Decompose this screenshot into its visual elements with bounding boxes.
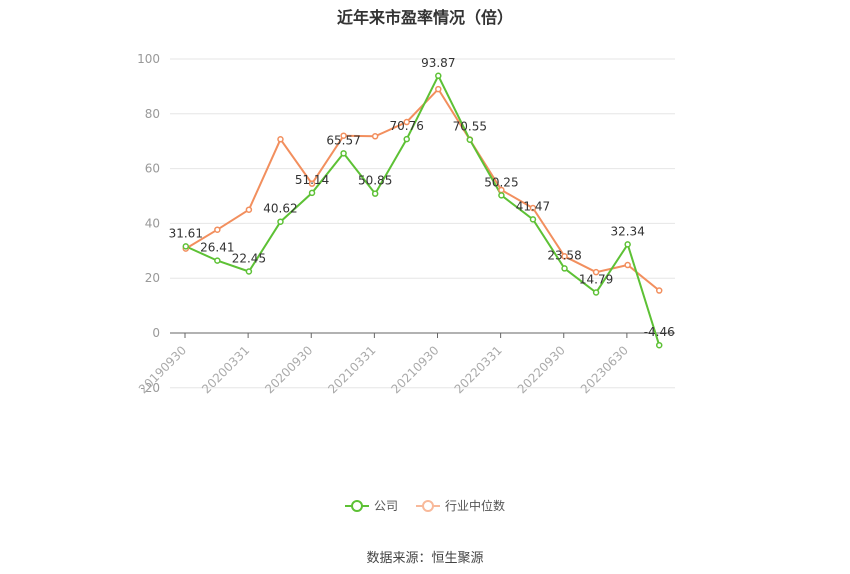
company-data-label: 50.85 xyxy=(358,174,392,188)
industry-median-point xyxy=(435,85,442,93)
y-axis-ticks: -20 0 20 40 60 80 100 xyxy=(137,52,160,395)
industry-median-point xyxy=(624,261,631,269)
x-axis: 20190930 20200331 20200930 20210331 20210930… xyxy=(136,332,675,396)
company-data-label: 14.79 xyxy=(579,272,613,286)
x-tick-label: 20210331 xyxy=(325,343,378,396)
series-points xyxy=(182,72,663,349)
company-data-label: 70.76 xyxy=(390,119,424,133)
x-tick-label: 20190930 xyxy=(136,343,189,396)
y-tick-label: 0 xyxy=(152,326,160,340)
company-data-label: 93.87 xyxy=(421,56,455,70)
legend-label-company: 公司 xyxy=(373,499,398,513)
company-data-label: 31.61 xyxy=(169,226,203,240)
y-tick-label: 20 xyxy=(145,271,160,285)
industry-median-point xyxy=(592,268,600,276)
company-point xyxy=(529,216,537,223)
y-tick-label: 40 xyxy=(145,216,160,230)
company-point xyxy=(561,265,568,272)
x-tick-label: 20200331 xyxy=(199,343,252,396)
company-point xyxy=(655,341,663,349)
series-lines xyxy=(185,73,661,346)
company-point xyxy=(403,135,410,143)
company-data-label: 32.34 xyxy=(610,224,644,238)
chart-title: 近年来市盈率情况（倍） xyxy=(336,8,513,27)
legend-item-industry-median[interactable]: 行业中位数 xyxy=(416,497,505,514)
industry-median-point xyxy=(245,206,253,213)
legend: 公司 行业中位数 xyxy=(0,497,850,514)
legend-item-company[interactable]: 公司 xyxy=(344,497,398,514)
x-tick-label: 20210930 xyxy=(389,343,442,396)
y-tick-label: 100 xyxy=(137,52,160,66)
company-data-label: 50.25 xyxy=(484,175,518,189)
x-tick-label: 20220930 xyxy=(515,343,568,396)
company-point xyxy=(340,150,347,157)
company-data-label: 26.41 xyxy=(200,241,234,255)
legend-swatch-company xyxy=(344,499,369,513)
legend-swatch-industry-median xyxy=(416,499,440,513)
industry-median-point xyxy=(371,133,379,140)
company-data-label: -4.46 xyxy=(644,325,675,339)
company-data-label: 70.55 xyxy=(453,120,487,134)
company-line xyxy=(185,73,661,346)
y-tick-label: 60 xyxy=(145,162,160,176)
industry-median-point xyxy=(529,204,537,212)
company-point xyxy=(435,72,442,80)
company-point xyxy=(245,268,253,275)
company-point xyxy=(277,218,284,225)
industry-median-point xyxy=(340,132,347,139)
industry-median-point xyxy=(277,136,284,143)
industry-median-point xyxy=(655,287,663,294)
company-data-label: 65.57 xyxy=(326,133,360,147)
company-point xyxy=(308,189,316,197)
company-point xyxy=(214,257,221,264)
industry-median-point xyxy=(403,118,410,126)
company-point xyxy=(371,190,379,197)
legend-label-industry-median: 行业中位数 xyxy=(445,499,506,513)
y-tick-label: -20 xyxy=(140,381,160,395)
grid-lines xyxy=(170,58,675,389)
company-data-label: 40.62 xyxy=(263,202,297,216)
x-tick-label: 20230630 xyxy=(578,343,631,396)
industry-median-point xyxy=(214,226,221,233)
data-source: 数据来源：恒生聚源 xyxy=(366,551,484,566)
company-point xyxy=(624,241,631,248)
company-data-label: 22.45 xyxy=(232,251,266,265)
x-tick-label: 20200930 xyxy=(262,343,315,396)
industry-median-point xyxy=(561,253,568,260)
industry-median-point xyxy=(308,180,316,187)
company-data-label: 23.58 xyxy=(547,248,581,262)
company-point xyxy=(182,243,190,250)
company-data-label: 51.14 xyxy=(295,173,329,187)
y-tick-label: 80 xyxy=(145,107,160,121)
company-point xyxy=(498,192,505,199)
company-point xyxy=(592,289,600,296)
company-point xyxy=(466,136,474,143)
company-data-label: 41.47 xyxy=(516,199,550,213)
x-tick-label: 20220331 xyxy=(452,343,505,396)
